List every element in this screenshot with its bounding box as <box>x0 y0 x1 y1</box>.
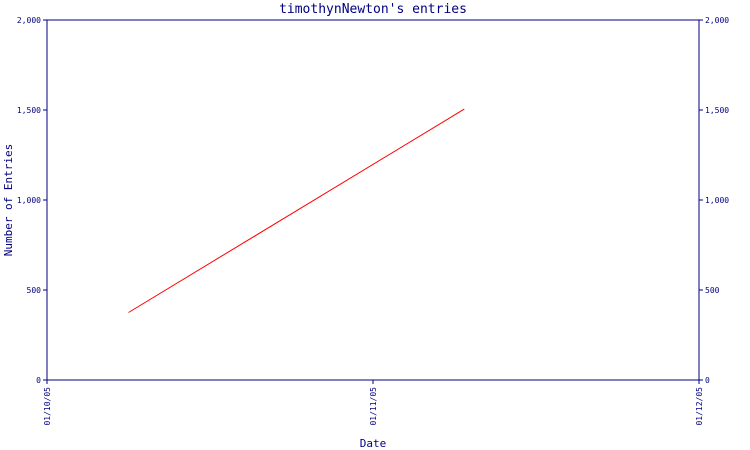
x-tick-label: 01/10/05 <box>43 387 52 426</box>
series-layer <box>128 108 465 313</box>
x-axis-label: Date <box>360 437 387 450</box>
x-tick-label: 01/11/05 <box>369 387 378 426</box>
y-tick-label-right: 1,500 <box>705 106 729 115</box>
y-axis-label: Number of Entries <box>2 144 15 257</box>
y-axis-right: 0 500 1,000 1,500 2,000 <box>699 16 729 385</box>
plot-frame <box>46 19 700 381</box>
y-tick-label-right: 500 <box>705 286 720 295</box>
y-tick-label-left: 1,000 <box>17 196 41 205</box>
x-tick-label: 01/12/05 <box>695 387 704 426</box>
y-tick-label-right: 0 <box>705 376 710 385</box>
y-tick-label-right: 1,000 <box>705 196 729 205</box>
y-tick-label-left: 500 <box>27 286 42 295</box>
y-tick-label-left: 0 <box>36 376 41 385</box>
y-tick-label-left: 2,000 <box>17 16 41 25</box>
x-axis: 01/10/05 01/11/05 01/12/05 <box>43 380 704 426</box>
y-axis-left: 0 500 1,000 1,500 2,000 <box>17 16 47 385</box>
y-tick-label-left: 1,500 <box>17 106 41 115</box>
y-tick-label-right: 2,000 <box>705 16 729 25</box>
series-line <box>128 108 465 313</box>
chart-title: timothynNewton's entries <box>279 2 467 17</box>
